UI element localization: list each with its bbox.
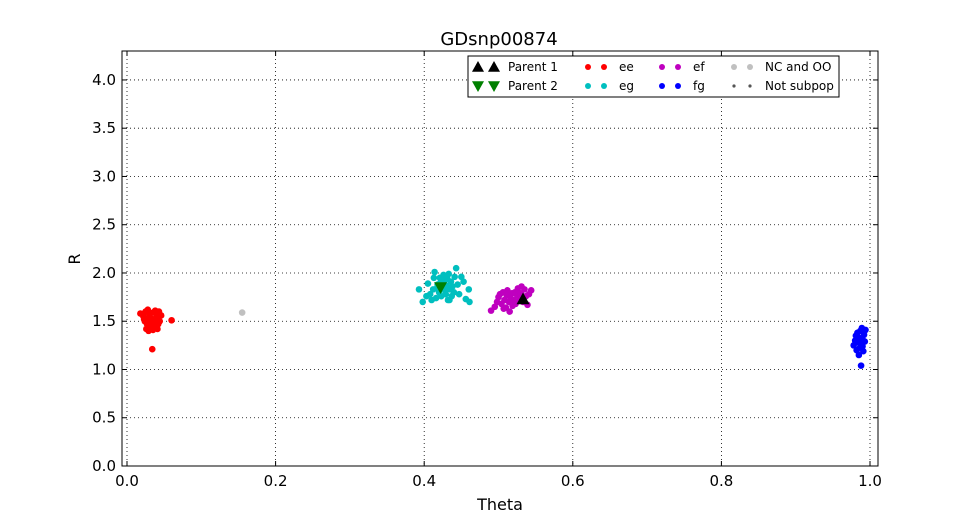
legend: Parent 1 Parent 2 ee eg ef fg NC and OO Not sub…	[467, 55, 840, 98]
point-eg	[466, 298, 473, 306]
legend-marker-nc-and-oo	[747, 64, 753, 70]
legend-marker-fg	[659, 83, 665, 89]
legend-label-parent-2: Parent 2	[508, 79, 558, 93]
legend-label-fg: fg	[693, 79, 705, 93]
legend-marker-parent-1	[488, 61, 500, 72]
point-fg	[862, 326, 869, 334]
y-axis-label: R	[65, 253, 84, 264]
x-tick-label: 0.2	[264, 472, 288, 490]
point-ef	[521, 286, 528, 293]
point-ef	[500, 305, 508, 312]
plot-area-frame	[121, 50, 879, 467]
y-tick-label: 2.0	[92, 264, 116, 282]
x-tick-label: 0.0	[115, 472, 139, 490]
legend-marker-ef	[659, 64, 665, 70]
point-eg	[450, 288, 458, 296]
point-eg	[426, 290, 434, 298]
y-tick-label: 1.0	[92, 360, 116, 378]
point-eg	[431, 268, 438, 276]
point-eg	[451, 273, 458, 281]
point-ee	[153, 316, 161, 323]
legend-box	[467, 55, 840, 98]
y-tick-label: 4.0	[92, 71, 116, 89]
point-ee	[148, 345, 156, 353]
point-eg	[455, 290, 463, 298]
x-tick-label: 0.8	[709, 472, 733, 490]
legend-marker-not-subpop	[748, 84, 752, 88]
point-eg	[432, 294, 440, 302]
legend-marker-eg	[585, 83, 591, 89]
point-fg	[854, 335, 861, 342]
legend-marker-parent-2	[488, 81, 500, 92]
legend-label-eg: eg	[619, 79, 634, 93]
x-tick-label: 0.4	[412, 472, 436, 490]
y-tick-label: 2.5	[92, 216, 116, 234]
parent-2-marker	[434, 282, 448, 294]
point-fg	[859, 343, 866, 350]
parent-1-marker	[516, 292, 530, 305]
point-eg	[419, 298, 427, 306]
point-nc-and-oo	[238, 309, 246, 316]
legend-marker-ee	[601, 64, 607, 70]
point-eg	[424, 280, 432, 287]
point-eg	[430, 274, 438, 282]
point-eg	[454, 281, 461, 288]
legend-marker-parent-1	[472, 61, 484, 72]
point-ee	[168, 316, 175, 324]
axis-ticks: 0.0 0.2 0.4 0.6 0.8 1.0 0.0 0.5 1.0 1.5 2.0 2.5 3.0 3…	[92, 51, 882, 490]
point-ee	[157, 312, 165, 319]
point-eg	[449, 283, 456, 290]
y-tick-label: 1.5	[92, 312, 116, 330]
legend-marker-ef	[675, 64, 681, 70]
legend-marker-eg	[601, 83, 607, 89]
point-ee	[154, 325, 161, 333]
point-fg	[857, 362, 865, 369]
legend-marker-nc-and-oo	[731, 64, 737, 70]
legend-label-not-subpop: Not subpop	[765, 79, 834, 93]
y-tick-label: 3.5	[92, 119, 116, 137]
parent-markers	[434, 282, 530, 305]
legend-label-nc-and-oo: NC and OO	[765, 60, 831, 74]
point-eg	[460, 278, 467, 285]
chart-title: GDsnp00874	[440, 29, 557, 50]
point-eg	[446, 296, 453, 304]
point-ef	[506, 308, 513, 315]
point-ef	[507, 298, 515, 306]
point-eg	[445, 270, 453, 278]
data-points	[137, 264, 869, 369]
legend-marker-not-subpop	[732, 84, 736, 88]
point-eg	[452, 264, 460, 272]
legend-marker-parent-2	[472, 81, 484, 92]
point-eg	[442, 290, 450, 298]
x-tick-label: 1.0	[858, 472, 882, 490]
point-ef	[527, 287, 535, 294]
y-tick-label: 0.0	[92, 457, 116, 475]
y-tick-label: 0.5	[92, 409, 116, 427]
point-eg	[415, 286, 423, 293]
x-tick-label: 0.6	[561, 472, 585, 490]
legend-label-ee: ee	[619, 60, 634, 74]
legend-marker-fg	[675, 83, 681, 89]
point-fg	[855, 351, 863, 359]
point-ee	[144, 315, 152, 322]
y-tick-label: 3.0	[92, 167, 116, 185]
legend-label-ef: ef	[693, 60, 705, 74]
point-fg	[860, 347, 867, 355]
x-axis-label: Theta	[476, 495, 523, 514]
legend-label-parent-1: Parent 1	[508, 60, 558, 74]
legend-marker-ee	[585, 64, 591, 70]
point-eg	[465, 286, 473, 293]
